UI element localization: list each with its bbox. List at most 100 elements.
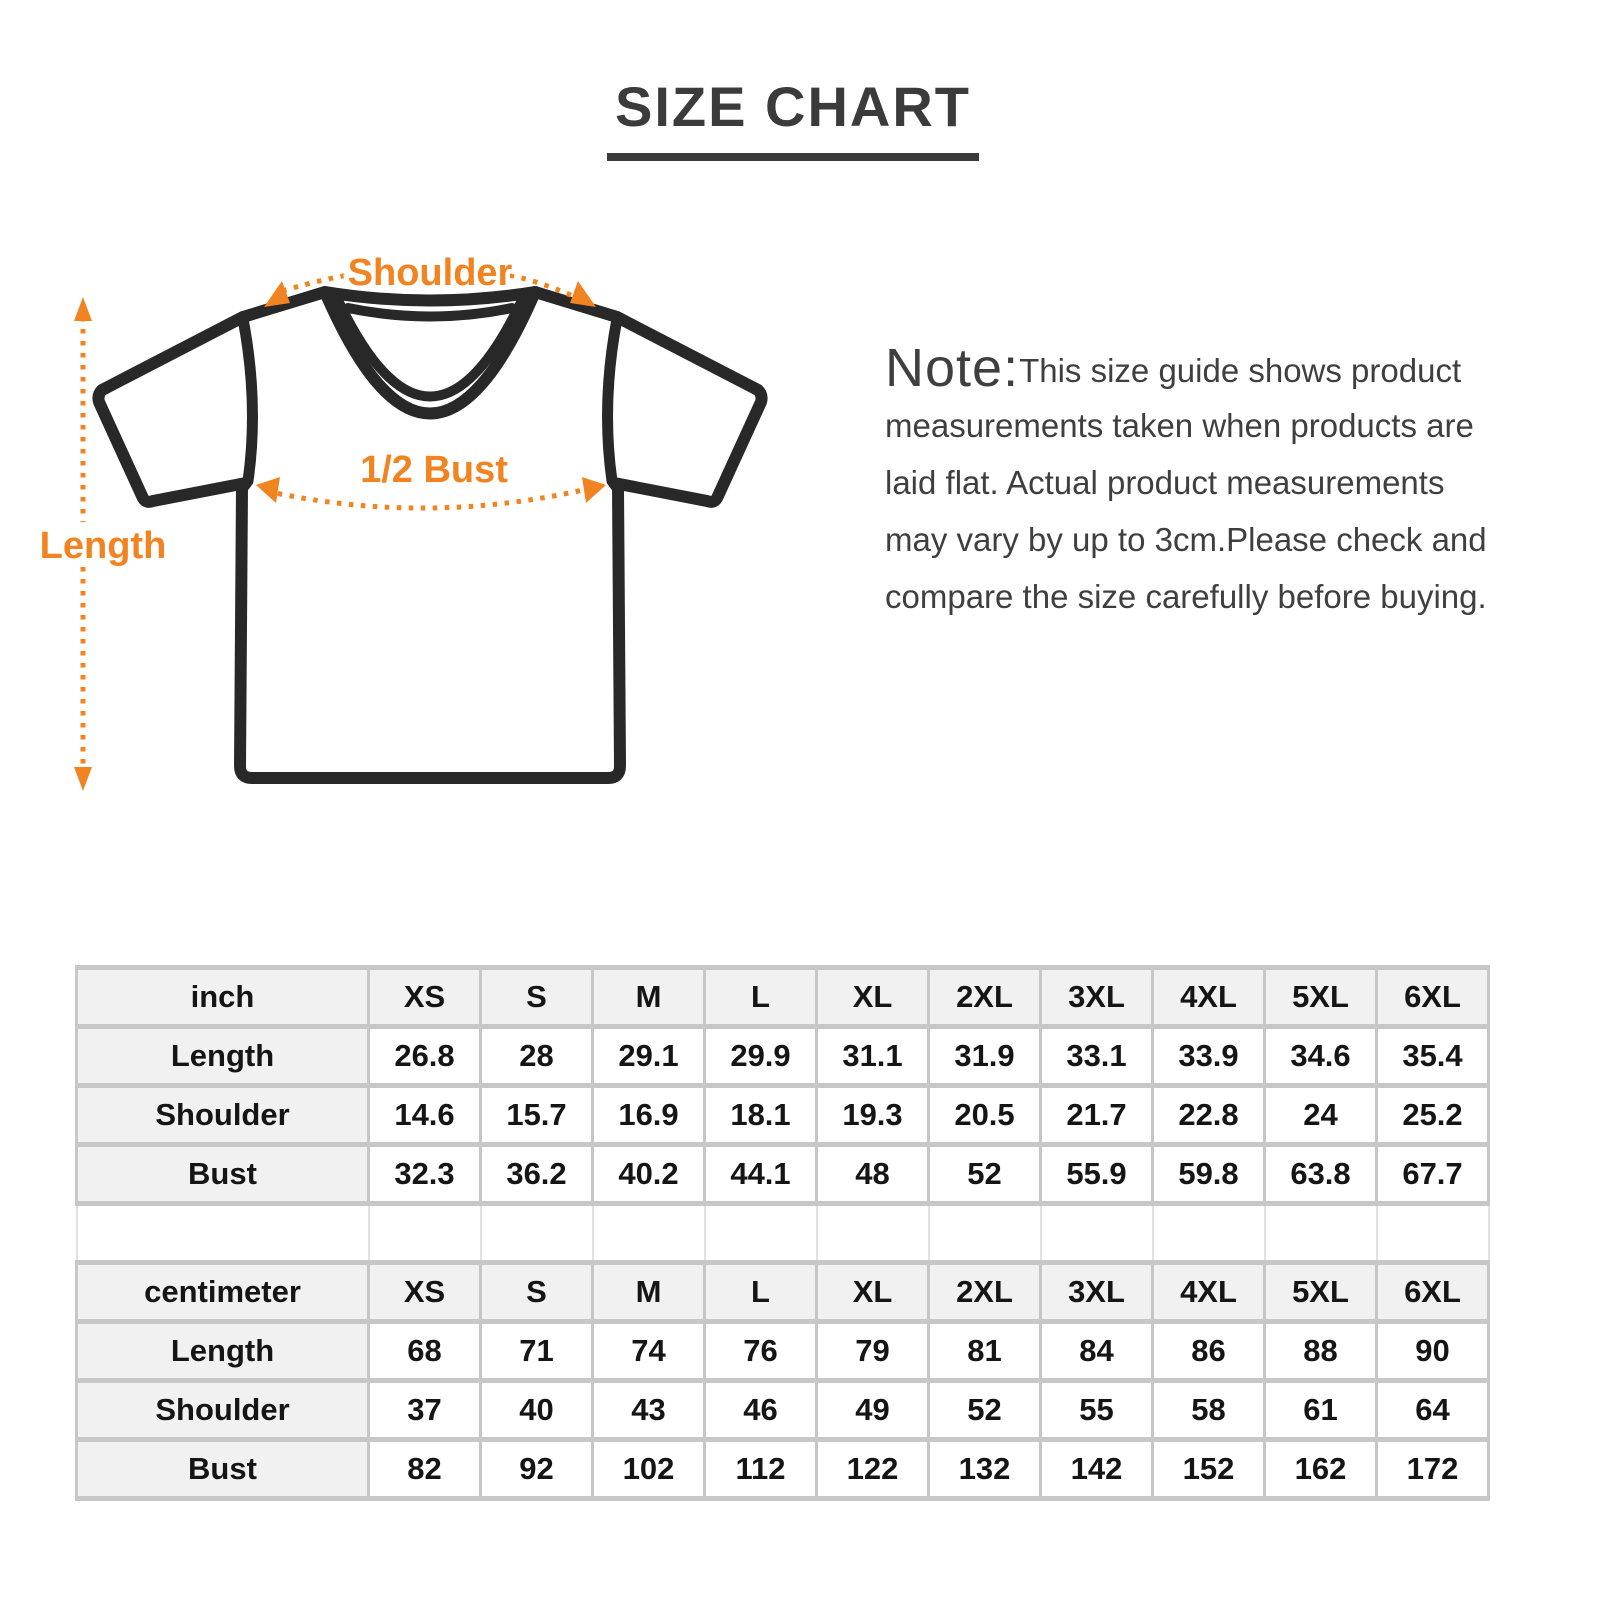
shoulder-dash-left: [281, 270, 363, 294]
row-label-cell: Length: [75, 1024, 370, 1088]
note-line: measurements taken when products are: [885, 407, 1474, 444]
size-header-cell: L: [703, 1260, 818, 1324]
size-value-cell: 33.1: [1039, 1024, 1154, 1088]
size-value-cell: 43: [591, 1378, 706, 1442]
size-value-cell: 31.1: [815, 1024, 930, 1088]
size-value-cell: 86: [1151, 1319, 1266, 1383]
size-value-cell: 74: [591, 1319, 706, 1383]
size-header-row: inch XS S M L XL 2XL 3XL 4XL 5XL 6XL: [75, 965, 1490, 1029]
size-value-cell: 55.9: [1039, 1142, 1154, 1206]
size-header-cell: 4XL: [1151, 965, 1266, 1029]
header: SIZE CHART: [0, 74, 1586, 161]
size-header-cell: L: [703, 965, 818, 1029]
size-value-cell: 40.2: [591, 1142, 706, 1206]
size-value-cell: 44.1: [703, 1142, 818, 1206]
size-value-cell: 21.7: [1039, 1083, 1154, 1147]
size-data-row: Bust 82 92 102 112 122 132 142 152 162 172: [75, 1437, 1490, 1501]
tshirt-measurement-diagram: Shoulder 1/2 Bust Length: [35, 248, 768, 791]
size-value-cell: 22.8: [1151, 1083, 1266, 1147]
size-value-cell: 76: [703, 1319, 818, 1383]
size-value-cell: 33.9: [1151, 1024, 1266, 1088]
size-value-cell: 172: [1375, 1437, 1490, 1501]
size-header-cell: 3XL: [1039, 1260, 1154, 1324]
size-value-cell: 71: [479, 1319, 594, 1383]
size-header-row: centimeter XS S M L XL 2XL 3XL 4XL 5XL 6XL: [75, 1260, 1490, 1324]
size-value-cell: 67.7: [1375, 1142, 1490, 1206]
size-header-cell: S: [479, 1260, 594, 1324]
shoulder-arrow-left-icon: [264, 281, 290, 307]
size-header-cell: M: [591, 1260, 706, 1324]
size-header-cell: XS: [367, 965, 482, 1029]
row-label-cell: inch: [75, 965, 370, 1029]
shoulder-arrow-right-icon: [570, 281, 596, 307]
size-value-cell: 16.9: [591, 1083, 706, 1147]
size-table-body: inch XS S M L XL 2XL 3XL 4XL 5XL 6XL Length 26.8 28 29…: [75, 965, 1490, 1501]
size-value-cell: 92: [479, 1437, 594, 1501]
size-data-row: Length 26.8 28 29.1 29.9 31.1 31.9 33.1 33.9 34.6…: [75, 1024, 1490, 1088]
size-value-cell: 14.6: [367, 1083, 482, 1147]
size-header-cell: S: [479, 965, 594, 1029]
bust-arrow-left-icon: [256, 477, 280, 503]
size-value-cell: 29.1: [591, 1024, 706, 1088]
note-line: compare the size carefully before buying…: [885, 578, 1487, 615]
tshirt-outline: [92, 286, 768, 784]
collar-back-line: [343, 303, 517, 322]
size-value-cell: 52: [927, 1142, 1042, 1206]
shoulder-dash-right: [497, 270, 577, 300]
size-value-cell: 24: [1263, 1083, 1378, 1147]
shoulder-label: Shoulder: [348, 252, 513, 294]
row-label-cell: Bust: [75, 1142, 370, 1206]
size-header-cell: M: [591, 965, 706, 1029]
row-label-cell: Length: [75, 1319, 370, 1383]
size-header-cell: 2XL: [927, 1260, 1042, 1324]
size-header-cell: 5XL: [1263, 965, 1378, 1029]
length-arrow-down-icon: [74, 767, 92, 791]
size-value-cell: 46: [703, 1378, 818, 1442]
size-value-cell: 88: [1263, 1319, 1378, 1383]
size-data-row: Bust 32.3 36.2 40.2 44.1 48 52 55.9 59.8 63.8 67.7: [75, 1142, 1490, 1206]
note-text: This size guide shows product: [1019, 352, 1462, 389]
spacer-cell: [367, 1201, 482, 1265]
size-value-cell: 132: [927, 1437, 1042, 1501]
row-label-cell: Shoulder: [75, 1083, 370, 1147]
size-value-cell: 34.6: [1263, 1024, 1378, 1088]
size-value-cell: 61: [1263, 1378, 1378, 1442]
size-value-cell: 112: [703, 1437, 818, 1501]
size-value-cell: 40: [479, 1378, 594, 1442]
spacer-cell: [927, 1201, 1042, 1265]
row-label-cell: Shoulder: [75, 1378, 370, 1442]
size-value-cell: 52: [927, 1378, 1042, 1442]
size-value-cell: 58: [1151, 1378, 1266, 1442]
right-sleeve-seam: [602, 313, 623, 487]
bust-label: 1/2 Bust: [360, 449, 508, 491]
size-value-cell: 68: [367, 1319, 482, 1383]
size-value-cell: 162: [1263, 1437, 1378, 1501]
spacer-cell: [815, 1201, 930, 1265]
size-header-cell: XL: [815, 965, 930, 1029]
row-label-cell: Bust: [75, 1437, 370, 1501]
size-value-cell: 152: [1151, 1437, 1266, 1501]
size-value-cell: 64: [1375, 1378, 1490, 1442]
size-value-cell: 79: [815, 1319, 930, 1383]
spacer-cell: [591, 1201, 706, 1265]
note-block: Note:This size guide shows product measu…: [885, 340, 1545, 625]
note-line: Note:This size guide shows product: [885, 340, 1545, 397]
size-value-cell: 19.3: [815, 1083, 930, 1147]
left-sleeve-seam: [237, 313, 258, 487]
size-value-cell: 49: [815, 1378, 930, 1442]
size-value-cell: 81: [927, 1319, 1042, 1383]
measure-labels: Shoulder 1/2 Bust Length: [35, 248, 517, 572]
size-value-cell: 90: [1375, 1319, 1490, 1383]
size-value-cell: 25.2: [1375, 1083, 1490, 1147]
size-value-cell: 18.1: [703, 1083, 818, 1147]
size-data-row: Length 68 71 74 76 79 81 84 86 88 90: [75, 1319, 1490, 1383]
spacer-cell: [703, 1201, 818, 1265]
note-line: laid flat. Actual product measurements: [885, 464, 1445, 501]
size-value-cell: 63.8: [1263, 1142, 1378, 1206]
row-label-cell: centimeter: [75, 1260, 370, 1324]
size-value-cell: 82: [367, 1437, 482, 1501]
size-data-row: Shoulder 14.6 15.7 16.9 18.1 19.3 20.5 21.7 22.8…: [75, 1083, 1490, 1147]
tshirt-body-path: [92, 286, 768, 784]
size-value-cell: 31.9: [927, 1024, 1042, 1088]
size-value-cell: 20.5: [927, 1083, 1042, 1147]
